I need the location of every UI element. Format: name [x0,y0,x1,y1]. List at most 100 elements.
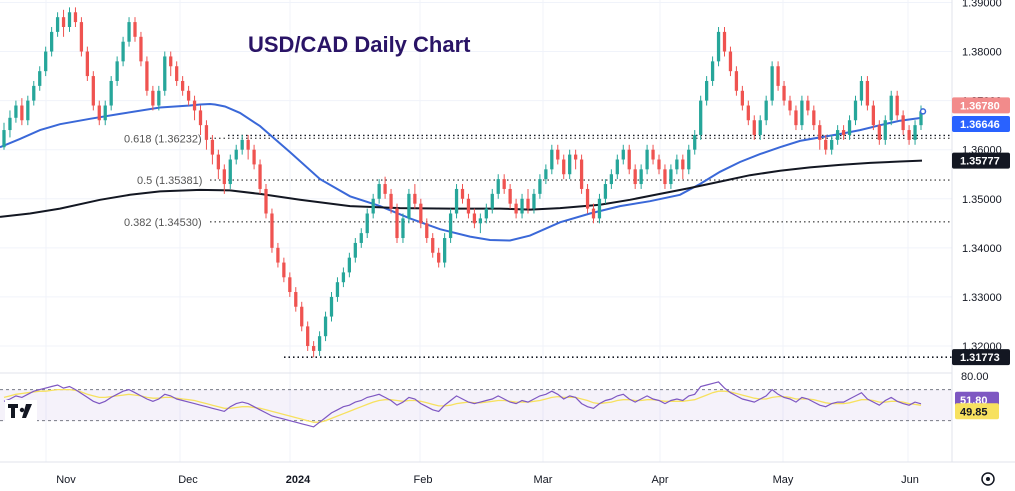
candle-body [300,306,304,327]
candle-body [853,100,858,121]
rsi-value-badge [955,403,999,420]
candle-body [794,110,798,126]
price-tick-label: 1.34000 [962,243,1002,255]
candle-body [127,22,131,42]
candle-body [573,154,578,160]
candle-body [437,252,441,263]
candle-body [234,149,238,160]
candle-body [591,208,596,219]
candle-body [782,85,786,101]
candle-body [532,193,536,209]
candle-body [222,169,226,185]
candle-body [371,198,375,214]
time-tick-label: Nov [56,474,76,486]
candle-body [431,238,435,253]
candle-body [407,193,411,219]
price-tick-label: 1.35000 [962,194,1002,206]
candle-body [228,159,232,185]
candle-body [913,125,917,140]
tradingview-logo[interactable] [5,400,37,422]
rsi-max-label: 80.00 [961,371,989,383]
candle-body [919,111,923,126]
candle-body [693,134,697,150]
time-tick-label: May [773,474,794,486]
settings-icon-ring [981,472,995,486]
candle-body [115,61,119,81]
candle-body [526,198,530,209]
candle-body [865,80,870,106]
last-price-marker [919,108,927,115]
candle-body [699,100,703,135]
candle-body [877,125,881,140]
candle-body [383,184,387,194]
rsi-signal-line [3,388,922,423]
candle-body [460,188,465,199]
candle-body [55,17,60,32]
candle-body [145,61,149,91]
candle-body [585,188,590,209]
candle-body [562,159,566,175]
candle-body [240,139,244,150]
price-badge [952,97,1010,114]
candle-body [520,198,524,214]
candle-body [651,149,655,160]
time-axis[interactable]: Nov Dec 2024 Feb Mar Apr May Jun [56,474,919,486]
candle-body [752,120,756,135]
candle-body [788,100,792,111]
candle-body [121,41,125,62]
candle-body [716,31,721,62]
price-tick-label: 1.33000 [962,292,1002,304]
candle-body [341,272,346,283]
price-badge [952,152,1010,169]
grid-lines [0,0,1015,463]
candle-body [627,149,631,170]
rsi-value-label: 49.85 [960,406,988,418]
candle-body [704,80,709,101]
candle-body [806,100,810,111]
candle-body [359,233,363,243]
candle-body [615,159,619,175]
candle-body [44,51,48,72]
candle-body [389,193,393,209]
candle-body [508,188,512,204]
candle-body [710,61,715,81]
candle-body [306,326,310,347]
candle-body [335,282,340,297]
candle-body [901,115,905,131]
candle-body [329,296,334,317]
candle-body [722,31,727,52]
candle-body [669,169,673,185]
candle-body [401,218,405,239]
price-badges: 1.36780 1.36646 1.35777 1.31773 [919,97,1010,366]
price-tick-label: 1.38000 [962,47,1002,59]
candle-body [609,174,614,185]
candle-body [663,169,667,185]
candle-body [544,169,548,180]
candle-body [2,130,6,148]
candle-body [413,193,417,204]
candle-body [484,208,488,219]
candle-body [472,213,477,224]
candle-body [353,242,357,258]
candle-body [151,90,155,106]
candle-body [109,80,113,106]
candle-body [496,179,500,194]
candle-body [8,117,12,131]
candle-body [895,95,899,116]
settings-icon[interactable] [981,472,995,486]
candle-body [824,139,828,150]
candle-body [681,159,685,170]
candle-body [889,95,893,121]
price-badge-label: 1.31773 [960,352,1000,364]
candle-body [163,56,167,91]
candle-body [294,292,298,307]
candle-body [311,346,316,351]
candle-body [419,203,423,224]
candle-body [270,213,274,248]
price-tick-label: 1.39000 [962,0,1002,9]
fib-label: 0.382 (1.34530) [124,217,202,229]
time-tick-label: 2024 [286,474,311,486]
candle-body [26,100,30,121]
